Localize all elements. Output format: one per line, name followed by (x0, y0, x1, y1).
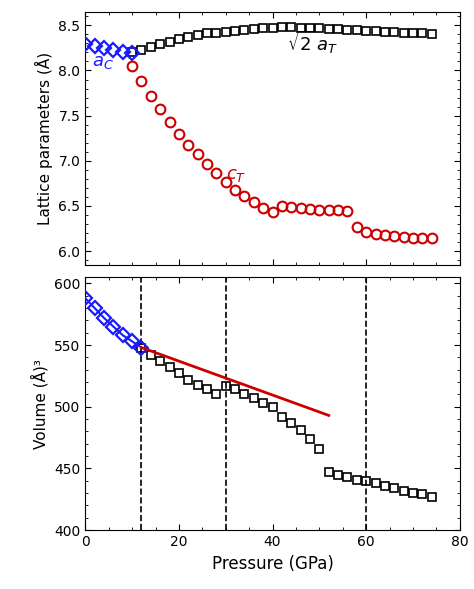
Y-axis label: Volume (Å)³: Volume (Å)³ (31, 359, 48, 449)
Text: $c_T$: $c_T$ (226, 166, 246, 184)
Y-axis label: Lattice parameters (Å): Lattice parameters (Å) (35, 52, 53, 225)
Text: $a_C$: $a_C$ (92, 53, 114, 71)
Text: $\sqrt{2}\,a_T$: $\sqrt{2}\,a_T$ (287, 28, 337, 55)
X-axis label: Pressure (GPa): Pressure (GPa) (211, 554, 334, 573)
